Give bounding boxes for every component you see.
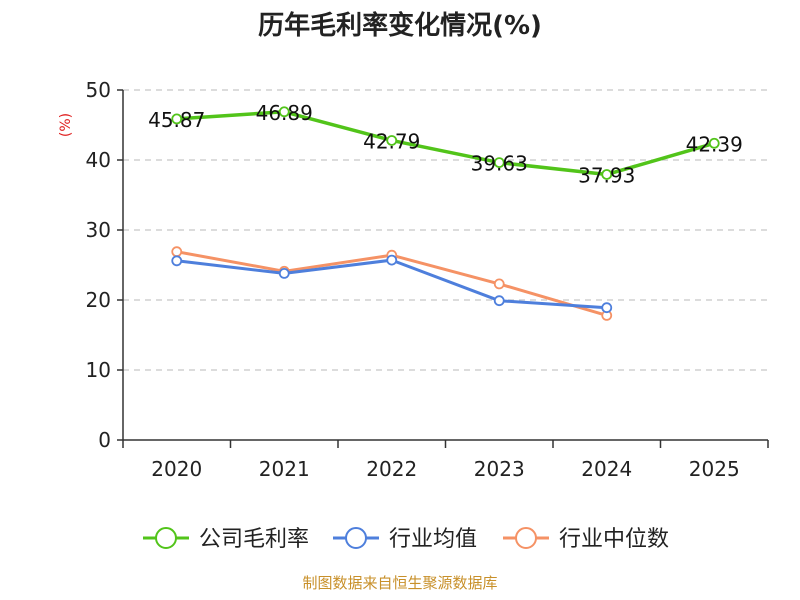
chart-title: 历年毛利率变化情况(%) — [258, 10, 542, 41]
y-tick-label: 10 — [86, 358, 111, 382]
axes: 0 10 20 30 40 50 2020 2021 2022 2023 2024 2025 — [86, 78, 769, 481]
data-point — [493, 278, 505, 290]
legend-item[interactable]: 公司毛利率 — [143, 527, 309, 552]
data-point — [493, 157, 505, 168]
data-label: 42.79 — [363, 129, 420, 153]
x-tick-label: 2022 — [366, 457, 417, 481]
y-tick-label: 50 — [86, 78, 111, 102]
legend-item[interactable]: 行业均值 — [333, 527, 477, 552]
data-labels: 45.87 46.89 42.79 39.63 37.93 42.39 — [148, 101, 743, 188]
legend: 公司毛利率 行业均值 行业中位数 — [143, 527, 669, 552]
legend-swatch-marker — [515, 527, 537, 549]
data-point — [171, 255, 183, 267]
y-tick-label: 40 — [86, 148, 111, 172]
y-tick-label: 20 — [86, 288, 111, 312]
data-label: 45.87 — [148, 108, 205, 132]
data-label: 42.39 — [686, 132, 743, 156]
data-point — [601, 302, 613, 314]
y-axis-unit-label: (%) — [58, 113, 74, 137]
data-point — [386, 254, 398, 266]
data-label: 46.89 — [256, 101, 313, 125]
data-point — [708, 137, 720, 149]
x-tick-label: 2023 — [474, 457, 525, 481]
legend-swatch-marker — [345, 527, 367, 549]
legend-label: 行业中位数 — [559, 527, 669, 552]
data-label: 37.93 — [578, 163, 635, 187]
series-lines — [171, 106, 720, 321]
data-label: 39.63 — [471, 152, 528, 176]
legend-label: 行业均值 — [389, 527, 477, 552]
data-point — [386, 135, 398, 146]
source-note: 制图数据来自恒生聚源数据库 — [302, 574, 497, 592]
x-tick-label: 2021 — [259, 457, 310, 481]
x-tick-label: 2024 — [581, 457, 632, 481]
data-point — [278, 267, 290, 279]
y-tick-label: 0 — [98, 428, 111, 452]
data-point — [493, 295, 505, 307]
legend-label: 公司毛利率 — [199, 527, 309, 552]
series-line-0 — [176, 110, 715, 177]
data-point — [171, 246, 183, 258]
y-tick-label: 30 — [86, 218, 111, 242]
data-point — [601, 169, 613, 180]
x-tick-label: 2020 — [151, 457, 202, 481]
data-point — [278, 106, 290, 118]
legend-swatch-marker — [155, 527, 177, 549]
x-tick-label: 2025 — [689, 457, 740, 481]
grid-lines — [123, 89, 768, 371]
legend-item[interactable]: 行业中位数 — [503, 527, 669, 552]
data-point — [171, 113, 183, 125]
